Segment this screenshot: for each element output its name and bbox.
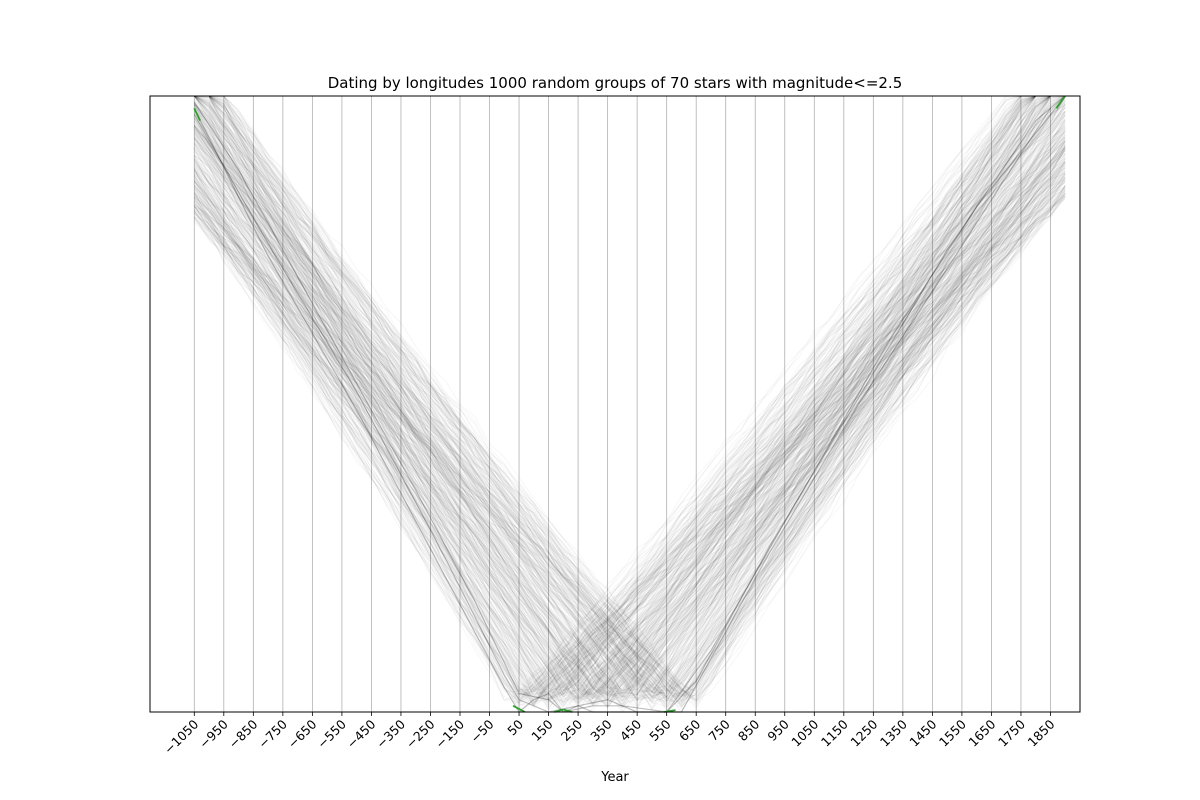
x-axis-label: Year [600,770,629,785]
series-line-dense [193,107,1052,713]
vertical-gridlines [193,96,1051,712]
highlight-segment [512,705,526,713]
plot-area [150,96,1080,712]
series-lines [193,95,1066,713]
series-line-dense [193,95,1066,713]
highlight-segment [193,107,202,122]
highlight-segment [1055,95,1066,109]
series-line-dense [193,95,1066,713]
chart-title: Dating by longitudes 1000 random groups … [328,74,903,92]
plot-frame [149,95,1081,713]
